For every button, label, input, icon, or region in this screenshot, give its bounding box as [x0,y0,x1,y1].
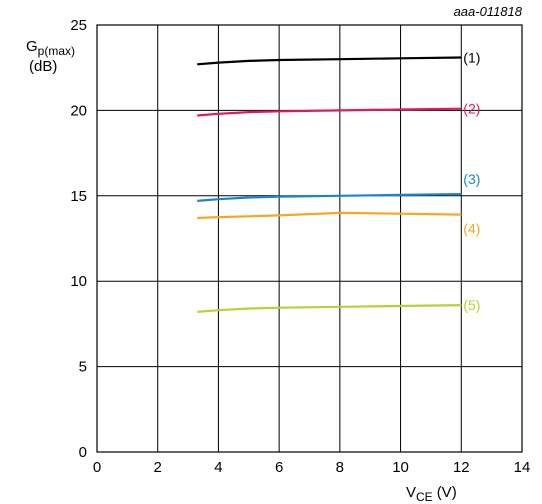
y-tick-label: 20 [70,102,87,119]
x-tick-label: 0 [93,459,101,476]
series-label-5: (5) [463,297,480,313]
y-tick-label: 0 [79,444,87,461]
x-tick-labels: 0 2 4 6 8 10 12 14 [93,459,531,476]
x-tick-label: 14 [514,459,531,476]
series-label-4: (4) [463,221,480,237]
figure-code: aaa-011818 [454,4,523,19]
series-line-1 [197,56,462,66]
series-label-2: (2) [463,101,480,117]
grid [96,24,523,453]
y-tick-label: 15 [70,188,87,205]
x-axis-label-text: VCE (V) [406,484,457,504]
x-tick-label: 8 [336,459,344,476]
x-tick-label: 10 [392,459,409,476]
series-label-1: (1) [463,49,480,65]
x-axis-label: VCE (V) [406,484,457,504]
series-line-5 [197,304,462,313]
y-tick-labels: 0 5 10 15 20 25 [70,17,87,461]
y-axis-label-unit: (dB) [29,58,57,75]
series-lines [197,56,462,313]
plot-frame [96,24,523,453]
series-label-3: (3) [463,171,480,187]
series-line-2 [197,107,462,117]
series-line-4 [197,211,462,220]
y-axis-label-main: Gp(max) [26,38,75,58]
y-tick-label: 10 [70,273,87,290]
series-line-3 [197,193,462,202]
y-tick-label: 5 [79,359,87,376]
x-tick-label: 2 [154,459,162,476]
y-axis-label: Gp(max) (dB) [26,38,75,75]
x-tick-label: 4 [214,459,222,476]
y-tick-label: 25 [70,17,87,34]
x-tick-label: 12 [453,459,470,476]
x-tick-label: 6 [275,459,283,476]
series-labels: (1) (2) (3) (4) (5) [463,49,480,313]
